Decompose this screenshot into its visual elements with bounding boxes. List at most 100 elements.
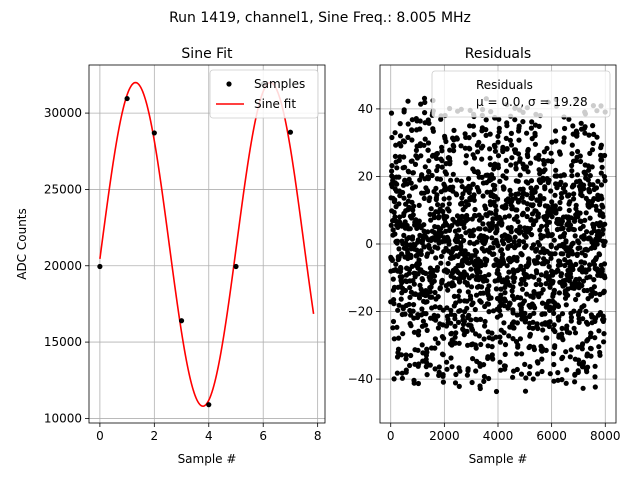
residual-point [557, 151, 563, 157]
residual-point [410, 234, 416, 240]
residual-point [562, 125, 568, 132]
residual-point [543, 270, 550, 276]
residual-point [556, 314, 562, 320]
residual-point [495, 243, 501, 249]
residual-point [398, 266, 404, 272]
residual-point [571, 227, 578, 233]
residual-point [507, 236, 513, 242]
residual-point [392, 153, 398, 159]
residual-point [532, 133, 538, 139]
sample-point [178, 318, 185, 324]
residual-point [400, 306, 406, 312]
residual-point [398, 143, 404, 149]
residual-point [402, 287, 408, 294]
residual-point [596, 344, 602, 350]
residual-point [503, 175, 509, 181]
residual-point [496, 116, 502, 122]
residual-point [500, 259, 507, 265]
residual-point [569, 142, 575, 148]
residual-point [482, 318, 488, 325]
residual-point [600, 204, 606, 210]
residual-point [409, 158, 415, 164]
residual-point [459, 263, 465, 269]
residual-point [421, 95, 428, 101]
residual-point [425, 229, 431, 235]
residual-point [560, 337, 566, 343]
residual-point [457, 308, 463, 314]
residual-point [564, 367, 570, 373]
residual-point [556, 290, 563, 296]
residual-point [488, 295, 494, 301]
residual-point [476, 333, 482, 339]
residual-point [497, 359, 503, 365]
residual-point [568, 347, 574, 353]
residual-point [601, 316, 607, 322]
residual-point [389, 163, 395, 169]
residual-point [580, 223, 586, 229]
residual-point [499, 220, 505, 226]
residual-point [530, 325, 536, 331]
residual-point [481, 362, 487, 368]
residual-point [599, 157, 605, 163]
residual-point [588, 353, 594, 359]
residual-point [587, 173, 593, 179]
residual-point [471, 197, 477, 203]
residual-point [486, 272, 492, 278]
residual-point [421, 142, 427, 148]
residual-point [462, 248, 468, 254]
residual-point [408, 352, 414, 359]
residual-point [542, 167, 548, 173]
residual-point [549, 139, 555, 145]
residual-point [397, 121, 403, 127]
residual-point [515, 178, 521, 184]
residual-point [407, 294, 413, 300]
residual-point [483, 127, 489, 133]
residual-point [572, 379, 578, 385]
residual-point [520, 210, 526, 216]
residual-point [484, 235, 490, 241]
legend-samples-label: Samples [254, 77, 305, 91]
residual-point [564, 323, 570, 329]
residual-point [582, 260, 588, 266]
residual-point [396, 302, 402, 308]
residual-point [439, 277, 445, 283]
residual-point [549, 214, 555, 220]
chart-title: Sine Fit [181, 46, 233, 62]
residual-point [496, 125, 502, 131]
residual-point [492, 144, 498, 150]
y-tick-label: 20 [358, 169, 373, 183]
residual-point [435, 163, 441, 170]
residual-point [487, 155, 493, 161]
residual-point [551, 378, 557, 384]
residual-point [586, 167, 592, 173]
residual-point [448, 320, 454, 326]
residual-point [489, 352, 495, 358]
residual-point [559, 218, 566, 224]
residual-point [578, 120, 584, 126]
residual-point [391, 376, 397, 382]
residual-point [471, 132, 477, 138]
residual-point [445, 260, 451, 267]
residual-point [410, 170, 416, 176]
residual-point [555, 370, 561, 376]
residual-point [539, 368, 545, 375]
residual-point [518, 371, 525, 377]
residual-point [423, 270, 429, 276]
residual-point [522, 361, 528, 367]
residual-point [453, 371, 459, 378]
residual-point [470, 181, 476, 187]
residual-point [464, 282, 471, 288]
residual-point [514, 320, 521, 326]
residual-point [467, 185, 473, 192]
residual-point [465, 366, 471, 372]
residual-point [403, 352, 409, 358]
residual-point [551, 361, 557, 368]
residual-point [500, 144, 506, 150]
residual-point [406, 204, 412, 210]
residual-point [527, 364, 533, 370]
residual-point [577, 153, 583, 159]
residual-point [498, 292, 504, 298]
residual-point [480, 143, 486, 149]
residual-point [592, 363, 598, 369]
residual-point [500, 251, 506, 258]
